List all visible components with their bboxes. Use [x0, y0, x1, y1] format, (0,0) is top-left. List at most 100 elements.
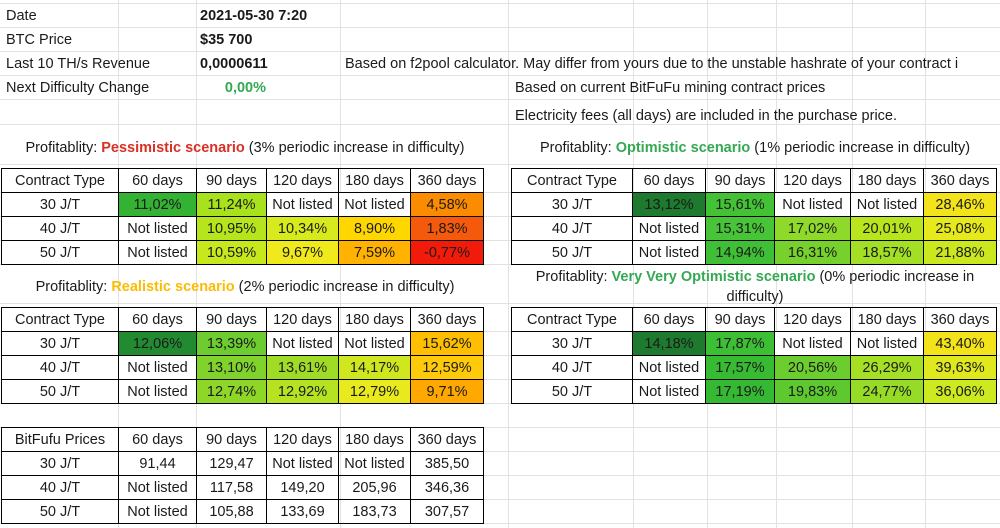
profitability-cell[interactable]: 17,02%	[774, 216, 851, 241]
profitability-cell[interactable]: Not listed	[266, 192, 339, 217]
header-cell-duration[interactable]: 180 days	[850, 307, 924, 332]
header-cell-duration[interactable]: 120 days	[774, 307, 851, 332]
profitability-cell[interactable]: 14,94%	[705, 240, 775, 265]
price-cell[interactable]: 105,88	[196, 499, 267, 524]
profitability-cell[interactable]: 20,01%	[850, 216, 924, 241]
price-cell[interactable]: 307,57	[410, 499, 484, 524]
profitability-cell[interactable]: 15,61%	[705, 192, 775, 217]
profitability-cell[interactable]: Not listed	[850, 192, 924, 217]
header-cell-duration[interactable]: 360 days	[410, 427, 484, 452]
profitability-cell[interactable]: 9,71%	[410, 379, 484, 404]
price-cell[interactable]: 385,50	[410, 451, 484, 476]
profitability-cell[interactable]: 7,59%	[338, 240, 411, 265]
row-contract-type[interactable]: 50 J/T	[1, 240, 119, 265]
row-contract-type[interactable]: 30 J/T	[511, 192, 633, 217]
profitability-cell[interactable]: Not listed	[338, 331, 411, 356]
price-cell[interactable]: 133,69	[266, 499, 339, 524]
header-cell-duration[interactable]: 120 days	[266, 427, 339, 452]
profitability-cell[interactable]: 12,06%	[118, 331, 197, 356]
profitability-cell[interactable]: 13,12%	[632, 192, 706, 217]
profitability-cell[interactable]: 17,19%	[705, 379, 775, 404]
header-cell-type[interactable]: BitFufu Prices	[1, 427, 119, 452]
profitability-cell[interactable]: 43,40%	[923, 331, 997, 356]
date-value[interactable]: 2021-05-30 7:20	[200, 8, 308, 24]
header-cell-duration[interactable]: 360 days	[410, 168, 484, 193]
price-cell[interactable]: Not listed	[266, 451, 339, 476]
btc-price-value[interactable]: $35 700	[200, 32, 253, 48]
header-cell-duration[interactable]: 60 days	[632, 307, 706, 332]
row-contract-type[interactable]: 30 J/T	[1, 192, 119, 217]
profitability-cell[interactable]: Not listed	[850, 331, 924, 356]
header-cell-duration[interactable]: 180 days	[338, 427, 411, 452]
profitability-cell[interactable]: Not listed	[632, 240, 706, 265]
profitability-cell[interactable]: 26,29%	[850, 355, 924, 380]
profitability-cell[interactable]: 24,77%	[850, 379, 924, 404]
header-cell-duration[interactable]: 360 days	[923, 307, 997, 332]
row-contract-type[interactable]: 40 J/T	[511, 216, 633, 241]
profitability-cell[interactable]: 14,17%	[338, 355, 411, 380]
header-cell-type[interactable]: Contract Type	[1, 307, 119, 332]
profitability-cell[interactable]: Not listed	[118, 355, 197, 380]
profitability-cell[interactable]: 12,74%	[196, 379, 267, 404]
profitability-cell[interactable]: Not listed	[774, 331, 851, 356]
profitability-cell[interactable]: Not listed	[118, 240, 197, 265]
profitability-cell[interactable]: 16,31%	[774, 240, 851, 265]
profitability-cell[interactable]: Not listed	[338, 192, 411, 217]
header-cell-type[interactable]: Contract Type	[511, 307, 633, 332]
revenue-value[interactable]: 0,0000611	[200, 56, 268, 72]
header-cell-duration[interactable]: 90 days	[196, 427, 267, 452]
profitability-cell[interactable]: -0,77%	[410, 240, 484, 265]
header-cell-duration[interactable]: 120 days	[774, 168, 851, 193]
row-contract-type[interactable]: 50 J/T	[1, 499, 119, 524]
row-contract-type[interactable]: 30 J/T	[1, 451, 119, 476]
row-contract-type[interactable]: 40 J/T	[1, 216, 119, 241]
profitability-cell[interactable]: 9,67%	[266, 240, 339, 265]
profitability-cell[interactable]: 13,39%	[196, 331, 267, 356]
profitability-cell[interactable]: 17,87%	[705, 331, 775, 356]
profitability-cell[interactable]: 25,08%	[923, 216, 997, 241]
profitability-cell[interactable]: 12,59%	[410, 355, 484, 380]
profitability-cell[interactable]: Not listed	[266, 331, 339, 356]
header-cell-duration[interactable]: 90 days	[705, 307, 775, 332]
header-cell-type[interactable]: Contract Type	[1, 168, 119, 193]
price-cell[interactable]: Not listed	[118, 499, 197, 524]
profitability-cell[interactable]: 10,95%	[196, 216, 267, 241]
profitability-cell[interactable]: Not listed	[632, 379, 706, 404]
row-contract-type[interactable]: 30 J/T	[1, 331, 119, 356]
profitability-cell[interactable]: Not listed	[118, 216, 197, 241]
profitability-cell[interactable]: 4,58%	[410, 192, 484, 217]
row-contract-type[interactable]: 40 J/T	[511, 355, 633, 380]
profitability-cell[interactable]: 13,10%	[196, 355, 267, 380]
profitability-cell[interactable]: 1,83%	[410, 216, 484, 241]
price-cell[interactable]: 205,96	[338, 475, 411, 500]
profitability-cell[interactable]: Not listed	[632, 216, 706, 241]
profitability-cell[interactable]: 39,63%	[923, 355, 997, 380]
header-cell-duration[interactable]: 180 days	[850, 168, 924, 193]
header-cell-duration[interactable]: 60 days	[118, 427, 197, 452]
header-cell-duration[interactable]: 90 days	[196, 307, 267, 332]
price-cell[interactable]: Not listed	[338, 451, 411, 476]
header-cell-duration[interactable]: 120 days	[266, 168, 339, 193]
row-contract-type[interactable]: 50 J/T	[511, 240, 633, 265]
profitability-cell[interactable]: 21,88%	[923, 240, 997, 265]
header-cell-duration[interactable]: 180 days	[338, 307, 411, 332]
profitability-cell[interactable]: 36,06%	[923, 379, 997, 404]
profitability-cell[interactable]: Not listed	[632, 355, 706, 380]
profitability-cell[interactable]: 18,57%	[850, 240, 924, 265]
header-cell-duration[interactable]: 60 days	[632, 168, 706, 193]
price-cell[interactable]: 129,47	[196, 451, 267, 476]
profitability-cell[interactable]: 8,90%	[338, 216, 411, 241]
row-contract-type[interactable]: 50 J/T	[1, 379, 119, 404]
price-cell[interactable]: 346,36	[410, 475, 484, 500]
profitability-cell[interactable]: 19,83%	[774, 379, 851, 404]
header-cell-duration[interactable]: 180 days	[338, 168, 411, 193]
profitability-cell[interactable]: 20,56%	[774, 355, 851, 380]
profitability-cell[interactable]: 11,02%	[118, 192, 197, 217]
header-cell-duration[interactable]: 60 days	[118, 307, 197, 332]
profitability-cell[interactable]: 12,92%	[266, 379, 339, 404]
price-cell[interactable]: Not listed	[118, 475, 197, 500]
row-contract-type[interactable]: 40 J/T	[1, 475, 119, 500]
profitability-cell[interactable]: Not listed	[774, 192, 851, 217]
row-contract-type[interactable]: 40 J/T	[1, 355, 119, 380]
profitability-cell[interactable]: 15,31%	[705, 216, 775, 241]
